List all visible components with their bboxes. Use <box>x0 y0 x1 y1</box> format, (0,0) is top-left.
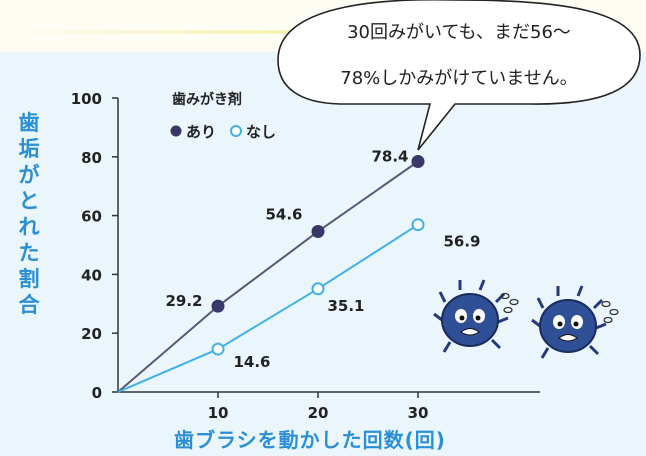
data-label: 78.4 <box>371 148 408 166</box>
y-axis-label-char: た <box>18 241 40 265</box>
chart-panel <box>0 52 646 456</box>
legend-label: あり <box>186 123 216 141</box>
y-axis-label-char: 合 <box>18 293 40 317</box>
data-point <box>211 299 225 313</box>
data-point <box>411 155 425 169</box>
x-tick-label: 10 <box>208 404 229 422</box>
data-point <box>411 218 425 232</box>
y-tick-label: 0 <box>92 384 102 402</box>
y-tick-label: 20 <box>81 325 102 343</box>
germ-icon <box>531 285 619 359</box>
y-axis-label-char: が <box>18 163 40 187</box>
annotation-bubble: 30回みがいても、まだ56～ 78%しかみがけていません。 <box>277 0 641 151</box>
top-accent-line <box>0 30 360 34</box>
y-tick-label: 60 <box>81 208 102 226</box>
x-tick-label: 30 <box>408 404 429 422</box>
x-axis-label: 歯ブラシを動かした回数(回) <box>174 428 446 452</box>
series-line <box>117 160 419 393</box>
data-label: 29.2 <box>165 292 202 310</box>
data-point <box>311 224 325 238</box>
legend-marker <box>230 125 242 137</box>
y-axis-label: 歯垢がとれた割合 <box>18 110 40 318</box>
series-line <box>117 223 419 393</box>
legend-label: なし <box>246 123 276 141</box>
data-point <box>211 342 225 356</box>
y-tick-label: 40 <box>81 266 102 284</box>
data-point <box>311 282 325 296</box>
data-labels: 29.2 54.6 78.4 14.6 35.1 56.9 <box>165 148 480 372</box>
y-axis-label-char: れ <box>18 215 40 239</box>
data-label: 14.6 <box>233 353 270 371</box>
data-label: 54.6 <box>265 205 302 223</box>
annotation-line-2: 78%しかみがけていません。 <box>340 68 577 89</box>
x-tick-label: 20 <box>308 404 329 422</box>
legend-title: 歯みがき剤 <box>172 91 242 108</box>
y-tick-label: 80 <box>81 149 102 167</box>
series-layer <box>117 155 425 393</box>
axes: 0 20 40 60 80 100 10 20 30 <box>71 90 540 422</box>
annotation-line-1: 30回みがいても、まだ56～ <box>347 22 571 43</box>
data-label: 56.9 <box>443 233 480 251</box>
y-tick-label: 100 <box>71 90 102 108</box>
legend-marker <box>170 125 182 137</box>
data-label: 35.1 <box>327 297 364 315</box>
y-axis-label-char: 垢 <box>18 137 40 161</box>
germ-icon <box>433 279 519 353</box>
y-axis-label-char: 歯 <box>18 111 40 135</box>
y-axis-label-char: と <box>18 189 40 213</box>
y-axis-label-char: 割 <box>18 267 40 291</box>
